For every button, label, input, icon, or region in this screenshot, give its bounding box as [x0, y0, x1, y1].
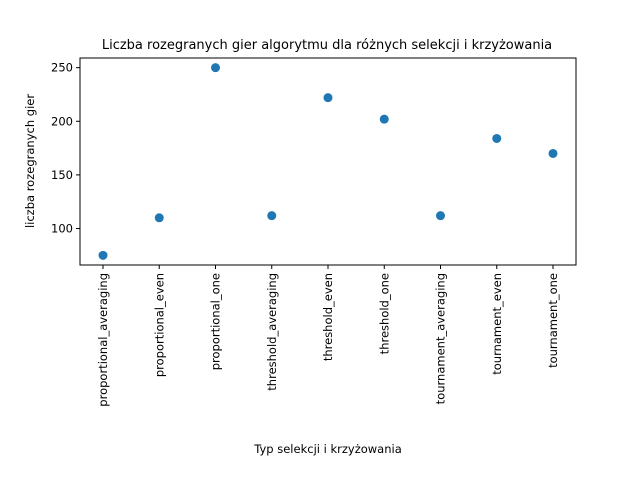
chart-title: Liczba rozegranych gier algorytmu dla ró…: [102, 38, 552, 53]
x-tick-label: tournament_averaging: [434, 273, 448, 404]
y-axis-label: liczba rozegranych gier: [23, 94, 37, 228]
x-axis: proportional_averaging proportional_even p…: [96, 265, 560, 407]
data-point-proportional-averaging: [98, 250, 108, 260]
data-points: [98, 63, 558, 260]
x-tick-label: threshold_averaging: [265, 273, 279, 391]
data-point-tournament-even: [492, 133, 502, 143]
x-tick-label: threshold_even: [321, 273, 335, 361]
data-point-tournament-averaging: [436, 211, 445, 221]
y-tick-label: 200: [51, 114, 73, 128]
data-point-proportional-one: [211, 63, 220, 73]
x-tick-label: proportional_one: [209, 273, 223, 370]
x-tick-label: proportional_averaging: [96, 273, 110, 407]
data-point-proportional-even: [154, 213, 164, 223]
data-point-threshold-one: [379, 114, 389, 124]
x-tick-label: tournament_even: [490, 273, 504, 375]
plot-area: [79, 57, 577, 266]
data-point-threshold-even: [323, 93, 333, 103]
x-tick-label: threshold_one: [377, 273, 391, 354]
y-tick-label: 150: [51, 168, 73, 182]
x-tick-label: proportional_even: [152, 273, 166, 377]
y-tick-label: 100: [51, 222, 73, 236]
data-point-tournament-one: [548, 148, 558, 158]
y-tick-label: 250: [51, 61, 73, 75]
data-point-threshold-averaging: [267, 211, 277, 221]
x-tick-label: tournament_one: [546, 273, 560, 368]
y-axis: 100 150 200 250: [51, 61, 80, 236]
x-axis-label: Typ selekcji i krzyżowania: [253, 442, 402, 456]
